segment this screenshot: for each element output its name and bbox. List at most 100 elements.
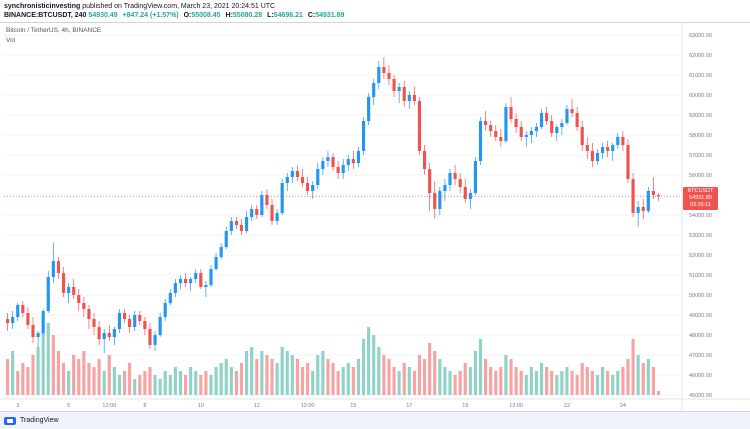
volume-bar [397, 371, 401, 395]
volume-bar [494, 371, 498, 395]
chart-area[interactable]: 63000.00 62000.00 61000.00 60000.00 59000.00… [0, 22, 750, 412]
candle-body [443, 185, 447, 191]
volume-bar [417, 355, 422, 395]
x-tick-label: 12 [254, 403, 260, 409]
candle-body [16, 305, 20, 317]
candle-body [270, 205, 274, 221]
candle-body [565, 109, 569, 123]
volume-bar [550, 371, 554, 395]
x-tick-label: 17 [406, 403, 412, 409]
author-name[interactable]: synchronisticinvesting [4, 3, 81, 10]
tradingview-logo-icon[interactable] [4, 416, 16, 425]
volume-bar [504, 355, 508, 395]
volume-bar [97, 359, 101, 395]
candle-body [555, 127, 559, 133]
y-tick-label: 54000.00 [689, 213, 712, 219]
volume-bar [539, 363, 544, 395]
volume-bar [77, 359, 81, 395]
volume-bar [306, 363, 310, 395]
volume-legend: Vol [6, 37, 16, 44]
candle-body [11, 317, 15, 323]
volume-bar [285, 351, 289, 395]
volume-bar [158, 379, 162, 395]
candle-body [560, 123, 564, 127]
candle-body [36, 333, 40, 337]
y-tick-label: 59000.00 [689, 113, 712, 119]
volume-bar [636, 355, 640, 395]
close-value: 54931.89 [315, 12, 345, 19]
volume-bar [351, 367, 355, 395]
candle-body [468, 193, 472, 199]
volume-bar [250, 347, 254, 395]
candle-body [651, 191, 655, 195]
volume-bar [239, 363, 244, 395]
candle-body [646, 191, 650, 211]
volume-bar [392, 367, 396, 395]
footer-brand[interactable]: TradingView [20, 417, 59, 424]
volume-bar [26, 367, 30, 395]
publish-header: synchronisticinvesting published on Trad… [0, 0, 750, 22]
candle-body [656, 195, 661, 197]
volume-bar [641, 363, 645, 395]
candle-body [392, 79, 396, 91]
candle-body [143, 321, 147, 329]
volume-bar [463, 363, 467, 395]
candle-body [245, 217, 249, 231]
volume-bar [585, 367, 589, 395]
volume-bar [311, 371, 315, 395]
volume-bar [194, 371, 198, 395]
candlestick-chart[interactable]: 63000.00 62000.00 61000.00 60000.00 59000.00… [0, 23, 750, 412]
volume-bar [489, 367, 493, 395]
x-tick-label: 12:00 [301, 403, 315, 409]
candle-body [331, 157, 335, 167]
volume-bar [41, 331, 45, 395]
candle-body [453, 173, 457, 179]
x-tick-label: 19 [462, 403, 468, 409]
volume-bar [565, 367, 569, 395]
candle-body [148, 329, 152, 345]
x-tick-label: 8 [143, 403, 146, 409]
volume-bar [173, 367, 177, 395]
candle-body [641, 207, 645, 211]
candle-body [26, 313, 30, 325]
candle-body [67, 287, 71, 293]
volume-bar [219, 363, 223, 395]
candle-body [178, 279, 183, 283]
badge-timer: 03:35:11 [689, 202, 711, 209]
candle-body [484, 121, 488, 125]
volume-bar [356, 359, 361, 395]
candle-body [600, 147, 605, 153]
candle-body [275, 213, 279, 221]
volume-bar [468, 367, 472, 395]
candle-body [46, 277, 50, 311]
candle-body [387, 73, 391, 79]
volume-bar [234, 371, 238, 395]
candle-body [433, 193, 437, 209]
candle-body [412, 95, 416, 101]
candle-body [458, 179, 462, 187]
candle-body [295, 171, 300, 177]
volume-bar [372, 335, 376, 395]
low-value: 54696.21 [273, 12, 303, 19]
candle-body [234, 221, 238, 225]
volume-bar [107, 355, 111, 395]
candle-body [326, 157, 330, 161]
candle-body [489, 125, 493, 131]
x-tick-label: 10 [198, 403, 204, 409]
volume-bar [117, 375, 122, 395]
candle-body [590, 151, 594, 161]
candle-body [255, 209, 259, 215]
price-change: +847.24 (+1.57%) [122, 12, 179, 19]
candle-body [158, 317, 162, 335]
x-tick-label: 12:00 [102, 403, 116, 409]
volume-bar [112, 367, 116, 395]
candle-body [306, 183, 310, 191]
volume-bar [295, 359, 300, 395]
candle-body [316, 169, 320, 185]
volume-bar [260, 351, 264, 395]
volume-bar [36, 347, 40, 395]
volume-bar [61, 363, 66, 395]
published-text: published on TradingView.com, March 23, … [82, 3, 276, 10]
volume-bar [72, 355, 76, 395]
candle-body [133, 315, 137, 327]
